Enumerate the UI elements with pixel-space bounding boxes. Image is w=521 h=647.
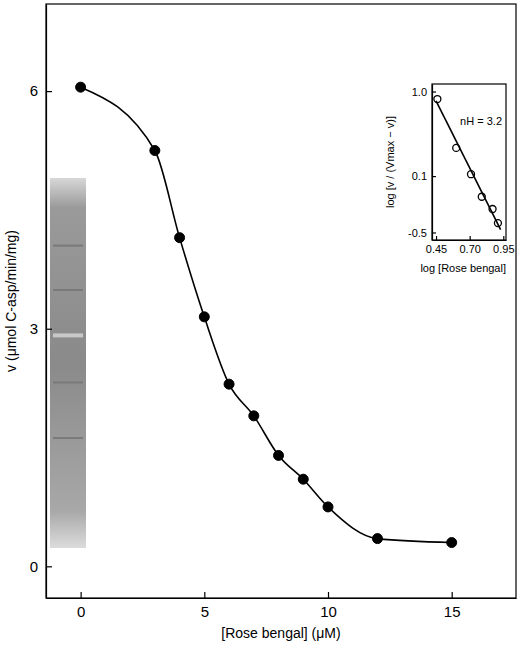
gel-band <box>53 333 83 337</box>
gel-lane <box>50 178 86 548</box>
data-point <box>323 502 333 512</box>
data-point <box>224 379 234 389</box>
tick-mark <box>432 91 436 92</box>
tick-mark <box>452 592 453 598</box>
data-point <box>274 450 284 460</box>
tick-label: -0.5 <box>408 227 427 239</box>
tick-label: 1.0 <box>412 86 427 98</box>
gel-band <box>53 382 83 384</box>
inset-background <box>382 80 510 276</box>
data-point <box>434 96 441 103</box>
y-axis-title: v (μmol C-asp/min/mg) <box>3 230 19 372</box>
tick: 10 <box>320 592 337 620</box>
tick-label: 0.70 <box>459 243 480 255</box>
tick-mark <box>81 592 82 598</box>
tick: 0.95 <box>493 236 514 255</box>
tick-mark <box>328 592 329 598</box>
plot-frame <box>432 84 506 240</box>
plot-area <box>434 96 502 230</box>
tick-label: 0.95 <box>493 243 514 255</box>
annotation: nH = 3.2 <box>460 115 502 127</box>
tick-label: 10 <box>320 603 337 620</box>
tick-label: 0 <box>30 558 38 575</box>
tick-mark <box>432 176 436 177</box>
data-point <box>150 146 160 156</box>
tick: 0.70 <box>459 236 480 255</box>
x-axis-title: [Rose bengal] (μM) <box>221 625 340 641</box>
tick-label: 0 <box>77 603 85 620</box>
data-point <box>249 411 259 421</box>
y-axis-title: log [v / (Vmax − v)] <box>384 116 396 208</box>
tick-label: 0.1 <box>412 170 427 182</box>
data-point <box>175 233 185 243</box>
tick-mark <box>46 329 52 330</box>
gel-band <box>53 289 83 291</box>
tick-mark <box>436 236 437 240</box>
chart-1: 0.45 0.70 0.95 1.0 0.1 -0.5 log [Rose bengal] l… <box>382 80 515 276</box>
data-point <box>76 82 86 92</box>
tick: 0.45 <box>426 236 447 255</box>
tick-mark <box>46 566 52 567</box>
x-axis-title: log [Rose bengal] <box>420 262 506 274</box>
data-point <box>447 538 457 548</box>
chart-0: 0 5 10 15 0 3 6 [Rose bengal] (μM) v (μmol C-asp… <box>3 4 517 641</box>
tick: 3 <box>30 320 52 337</box>
y-axis: 0 3 6 <box>30 5 52 599</box>
data-point <box>372 534 382 544</box>
x-axis: 0.45 0.70 0.95 <box>426 236 515 255</box>
gel-band <box>53 245 83 247</box>
tick-mark <box>432 232 436 233</box>
gel-band <box>53 437 83 439</box>
tick-mark <box>204 592 205 598</box>
tick: 5 <box>201 592 209 620</box>
x-axis: 0 5 10 15 <box>47 592 517 620</box>
tick-label: 3 <box>30 320 38 337</box>
tick: 0 <box>30 558 52 575</box>
gel-image <box>50 178 86 548</box>
tick-label: 5 <box>201 603 209 620</box>
tick-mark <box>503 236 504 240</box>
tick: 0 <box>77 592 85 620</box>
plot-frame <box>46 4 516 598</box>
tick-label: 6 <box>30 82 38 99</box>
tick-label: 0.45 <box>426 243 447 255</box>
tick: 15 <box>444 592 461 620</box>
tick-mark <box>470 236 471 240</box>
tick-label: 15 <box>444 603 461 620</box>
tick-mark <box>46 91 52 92</box>
tick: 6 <box>30 82 52 99</box>
data-point <box>298 474 308 484</box>
data-point <box>199 312 209 322</box>
